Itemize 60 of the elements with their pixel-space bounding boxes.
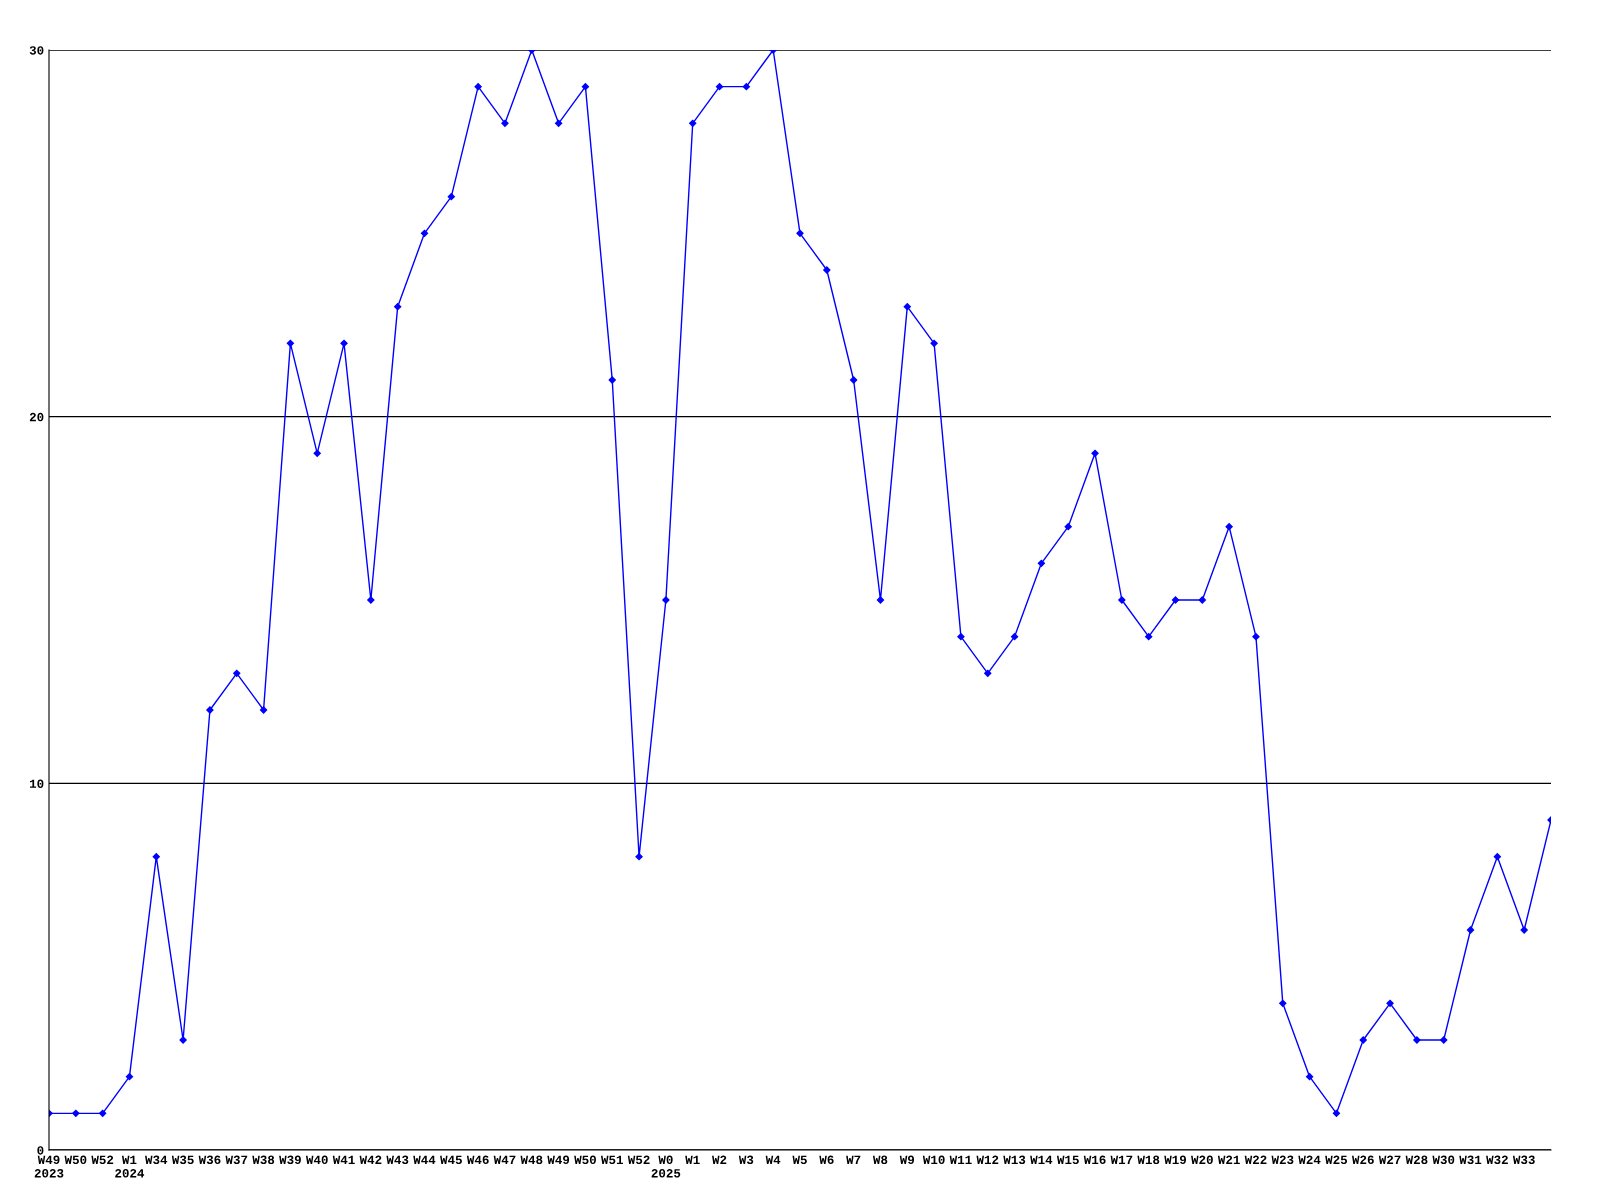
- x-tick-label: W47: [493, 1155, 516, 1164]
- x-tick-label: W27: [1378, 1155, 1401, 1164]
- x-tick-label: W37: [225, 1155, 248, 1165]
- x-tick-label: W42: [359, 1155, 382, 1164]
- x-tick-label: W35: [171, 1155, 194, 1165]
- x-tick-label: W11: [949, 1155, 972, 1164]
- x-tick-label: W14: [1030, 1155, 1053, 1164]
- x-tick-label: W28: [1405, 1155, 1428, 1165]
- x-tick-label: W1 2024: [115, 1155, 145, 1178]
- x-tick-label: W5: [792, 1155, 807, 1165]
- x-tick-label: W23: [1271, 1155, 1294, 1165]
- x-tick-label: W30: [1432, 1155, 1455, 1165]
- x-tick-label: W0 2025: [651, 1155, 681, 1178]
- y-tick-label: 0: [37, 1146, 44, 1155]
- x-tick-label: W44: [413, 1155, 436, 1164]
- x-tick-label: W4: [765, 1155, 781, 1164]
- x-tick-label: W41: [332, 1155, 355, 1164]
- x-tick-label: W32: [1486, 1155, 1508, 1165]
- x-tick-label: W8: [872, 1155, 888, 1165]
- x-tick-label: W31: [1459, 1155, 1482, 1165]
- x-tick-label: W49: [547, 1155, 570, 1165]
- x-tick-label: W51: [601, 1155, 623, 1165]
- x-tick-label: W39: [279, 1155, 301, 1165]
- x-tick-label: W6: [819, 1155, 834, 1165]
- x-tick-label: W7: [846, 1155, 861, 1164]
- x-tick-label: W25: [1325, 1155, 1348, 1165]
- x-tick-label: W16: [1083, 1155, 1106, 1165]
- x-tick-label: W21: [1217, 1155, 1240, 1164]
- x-tick-label: W50: [64, 1155, 87, 1165]
- y-tick-label: 20: [29, 412, 44, 422]
- x-tick-label: W26: [1352, 1155, 1374, 1165]
- x-tick-label: W33: [1512, 1155, 1535, 1165]
- x-tick-label: W17: [1110, 1155, 1133, 1164]
- x-tick-label: W13: [1003, 1155, 1026, 1165]
- y-tick-label: 30: [29, 46, 44, 55]
- x-tick-label: W46: [466, 1155, 489, 1165]
- x-tick-label: W22: [1244, 1155, 1267, 1164]
- x-tick-label: W15: [1056, 1155, 1079, 1165]
- x-tick-label: W50: [574, 1155, 596, 1165]
- x-tick-label: W34: [145, 1155, 168, 1165]
- x-tick-label: W12: [976, 1155, 999, 1164]
- x-tick-label: W10: [922, 1155, 945, 1165]
- x-tick-label: W52: [91, 1155, 114, 1165]
- x-tick-label: W43: [386, 1155, 409, 1165]
- x-tick-label: W1: [685, 1155, 700, 1164]
- x-tick-label: W48: [520, 1155, 543, 1165]
- x-tick-label: W45: [440, 1155, 462, 1165]
- x-tick-label: W40: [305, 1155, 328, 1165]
- x-tick-label: W36: [198, 1155, 221, 1165]
- x-tick-label: W49 2023: [34, 1155, 64, 1178]
- x-tick-label: W24: [1298, 1155, 1321, 1164]
- x-tick-label: W20: [1191, 1155, 1213, 1165]
- x-tick-label: W19: [1164, 1155, 1186, 1165]
- x-tick-label: W18: [1137, 1155, 1160, 1165]
- x-tick-label: W2: [712, 1155, 727, 1164]
- x-tick-label: W3: [738, 1155, 754, 1165]
- x-tick-label: W9: [899, 1155, 915, 1165]
- x-tick-label: W38: [252, 1155, 275, 1165]
- x-tick-label: W52: [627, 1155, 650, 1165]
- y-tick-label: 10: [29, 779, 44, 788]
